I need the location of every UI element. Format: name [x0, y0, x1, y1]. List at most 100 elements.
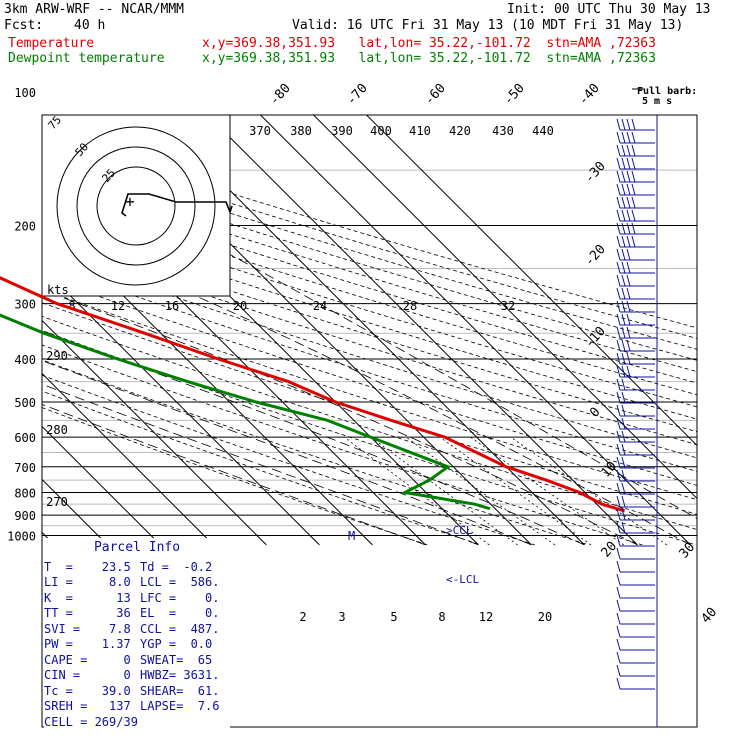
- barb-flag: [631, 170, 636, 183]
- parcel-info-right: YGP = 0.0: [140, 637, 213, 651]
- isotherm-label: -30: [582, 159, 609, 186]
- parcel-info-row: LI = 8.0 LCL = 586.: [44, 575, 230, 591]
- hodograph-frame: [41, 114, 231, 297]
- parcel-info-left: CIN = 0: [44, 668, 131, 682]
- barb-flag: [616, 534, 621, 547]
- barb-flag: [621, 196, 626, 209]
- wind-barb: [616, 339, 655, 352]
- wind-barb: [616, 430, 655, 443]
- ccl-marker: >CCL: [446, 524, 473, 537]
- parcel-info-row: CIN = 0 HWBZ= 3631.: [44, 668, 230, 684]
- wind-barb: [616, 196, 655, 209]
- wind-barb: [616, 144, 655, 157]
- wind-barb-column: [616, 115, 658, 727]
- barb-flag: [616, 300, 621, 313]
- parcel-info-left: K = 13: [44, 590, 131, 605]
- barb-flag: [616, 638, 621, 651]
- barb-flag: [616, 573, 621, 586]
- barb-flag: [616, 222, 621, 235]
- parcel-info-row: K = 13 LFC = 0.: [44, 591, 230, 607]
- wind-barb: [616, 482, 655, 495]
- barb-flag: [626, 144, 631, 157]
- parcel-info-left: CELL = 269/39: [44, 714, 138, 729]
- parcel-info-right: CCL = 487.: [140, 621, 220, 636]
- dry-adiabat: [42, 276, 697, 486]
- wind-barb: [616, 456, 655, 469]
- barb-flag: [616, 248, 621, 261]
- barb-flag: [626, 118, 631, 131]
- barb-flag: [616, 261, 621, 274]
- barb-flag: [626, 196, 631, 209]
- legend-dewpoint: Dewpoint temperature: [8, 51, 165, 66]
- wind-barb: [616, 612, 655, 625]
- barb-flag: [621, 287, 626, 300]
- hodograph-trace: [121, 193, 233, 217]
- isotherm-label: 0: [587, 405, 603, 421]
- moist-adiabat: [42, 360, 532, 546]
- wind-barb: [616, 443, 655, 456]
- theta-label: 270: [46, 495, 68, 509]
- barb-flag: [631, 235, 636, 248]
- isotherm-line: [42, 160, 426, 546]
- wind-barb: [616, 352, 655, 365]
- barb-flag: [616, 430, 621, 443]
- barb-flag: [616, 352, 621, 365]
- parcel-info-row: SREH = 137 LAPSE= 7.6: [44, 699, 230, 715]
- barb-flag: [616, 209, 621, 222]
- parcel-info-left: LI = 8.0: [44, 575, 131, 589]
- theta-label: 440: [532, 124, 554, 138]
- barb-flag: [626, 183, 631, 196]
- parcel-info-row: PW = 1.37 YGP = 0.0: [44, 637, 230, 653]
- hodograph-ring: [96, 166, 176, 246]
- isotherm-label: 40: [699, 605, 721, 627]
- valid-time: Valid: 16 UTC Fri 31 May 13 (10 MDT Fri …: [292, 18, 684, 33]
- barb-flag: [616, 131, 621, 144]
- barb-flag: [616, 586, 621, 599]
- barb-flag: [616, 365, 621, 378]
- isotherm-line: [42, 266, 320, 546]
- dry-adiabat: [42, 132, 697, 329]
- hodograph-ring: [56, 126, 216, 286]
- isotherm-label: -80: [267, 81, 294, 108]
- wind-barb: [616, 261, 655, 274]
- theta-label: 430: [492, 124, 514, 138]
- parcel-info-right: SHEAR= 61.: [140, 683, 220, 698]
- hodograph-speed-label: 32: [501, 299, 515, 313]
- barb-flag: [621, 508, 626, 521]
- barb-flag: [631, 209, 636, 222]
- forecast-label: Fcst:: [4, 18, 44, 33]
- barb-flag: [631, 118, 636, 131]
- parcel-info-row: SVI = 7.8 CCL = 487.: [44, 622, 230, 638]
- mixing-ratio-line: [470, 436, 624, 546]
- barb-flag: [621, 248, 626, 261]
- isotherm-line: [259, 115, 691, 546]
- barb-flag: [621, 404, 626, 417]
- mixing-ratio-label: 5: [390, 610, 397, 624]
- barb-flag: [621, 339, 626, 352]
- dry-adiabat: [42, 193, 697, 396]
- wind-barb: [616, 157, 655, 170]
- temperature-line: [0, 276, 626, 513]
- parcel-info-left: SVI = 7.8: [44, 621, 131, 636]
- barb-flag: [616, 612, 621, 625]
- barb-flag: [621, 417, 626, 430]
- barb-flag: [626, 235, 631, 248]
- hodograph-speed-label: 24: [313, 299, 327, 313]
- wind-barb: [616, 417, 655, 430]
- pressure-tick-label: 200: [14, 220, 36, 234]
- dry-adiabat: [42, 263, 697, 472]
- parcel-info-row: Tc = 39.0 SHEAR= 61.: [44, 684, 230, 700]
- barb-flag: [631, 144, 636, 157]
- barb-flag: [616, 391, 621, 404]
- dry-adiabat: [42, 315, 697, 530]
- hodograph-ring: [76, 146, 196, 266]
- isotherm-line: [42, 319, 267, 546]
- barb-flag: [616, 469, 621, 482]
- theta-label: 370: [249, 124, 271, 138]
- parcel-info-right: EL = 0.: [140, 606, 220, 620]
- wind-barb: [616, 508, 655, 521]
- barb-flag: [626, 313, 631, 326]
- moist-adiabat: [42, 383, 479, 546]
- barb-flag: [621, 157, 626, 170]
- dewpoint-line: [0, 313, 491, 511]
